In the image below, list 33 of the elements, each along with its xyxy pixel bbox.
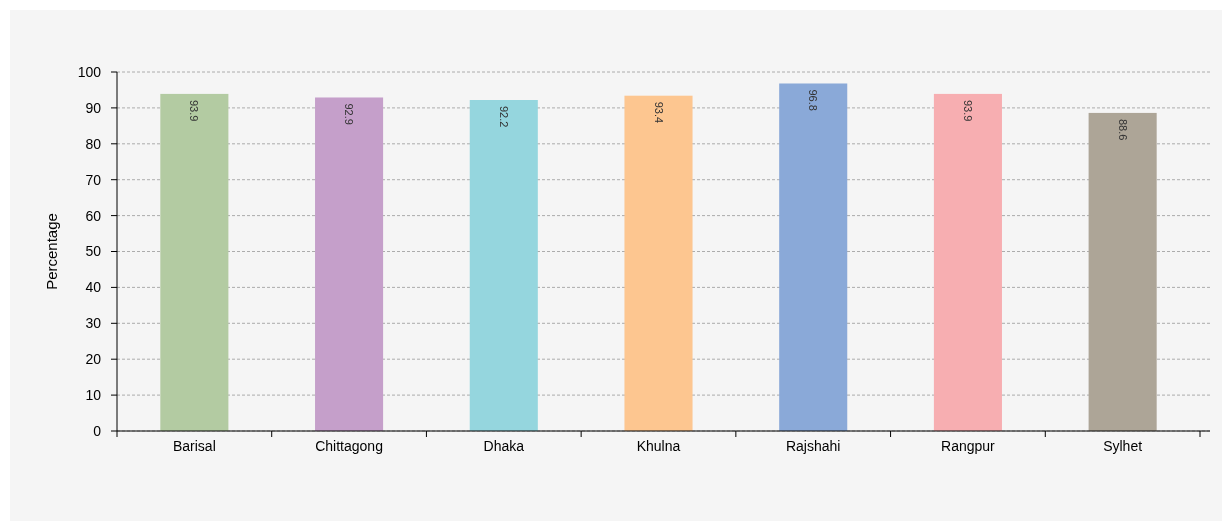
bar (1088, 112, 1157, 431)
y-tick-label: 20 (85, 351, 102, 368)
bar (469, 100, 538, 431)
x-tick-label: Rangpur (941, 438, 996, 454)
y-tick-label: 30 (85, 315, 102, 332)
data-label: 88.6 (1116, 118, 1129, 141)
y-axis-title: Percentage (43, 213, 60, 290)
y-tick-label: 40 (85, 279, 102, 296)
y-tick-label: 100 (77, 63, 102, 80)
x-tick-label: Chittagong (315, 438, 383, 454)
data-label: 93.9 (188, 99, 201, 122)
bar (624, 95, 693, 431)
data-label: 93.9 (961, 99, 974, 122)
bar (933, 93, 1002, 431)
bar (315, 97, 384, 431)
x-tick-label: Barisal (172, 438, 216, 454)
y-tick-label: 10 (85, 387, 102, 403)
x-tick-label: Khulna (636, 438, 681, 454)
y-tick-label: 0 (93, 422, 102, 439)
bar (779, 83, 848, 431)
x-tick-label: Sylhet (1103, 438, 1143, 454)
y-tick-label: 70 (85, 171, 102, 188)
data-label: 96.8 (807, 89, 820, 111)
x-tick-label: Dhaka (483, 438, 525, 454)
x-tick-label: Rajshahi (785, 438, 841, 454)
data-label: 92.2 (497, 106, 510, 128)
y-tick-label: 60 (85, 207, 102, 224)
y-tick-label: 50 (85, 243, 102, 260)
bar (160, 93, 229, 431)
y-tick-label: 90 (85, 99, 102, 116)
y-tick-label: 80 (85, 135, 102, 152)
data-label: 92.9 (343, 103, 356, 125)
data-label: 93.4 (652, 101, 665, 124)
